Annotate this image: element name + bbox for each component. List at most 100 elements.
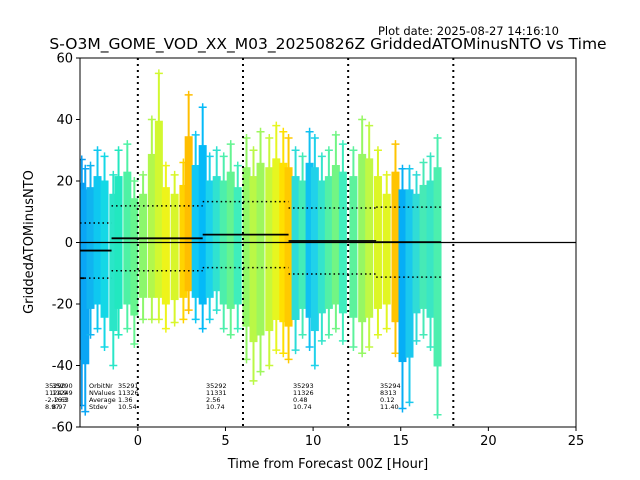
scan-line-dense-band — [179, 184, 188, 298]
scatter-point — [184, 90, 193, 99]
scan-line-dense-band — [81, 189, 90, 365]
scatter-point — [212, 146, 221, 155]
scatter-point — [412, 170, 421, 179]
orbit-stat-orbit: 35291 — [118, 382, 139, 390]
scan-line-dense-band — [272, 158, 281, 320]
scatter-point — [109, 361, 118, 370]
scatter-point — [391, 349, 400, 358]
partial-stat-tail-2: 3 — [63, 396, 67, 404]
scatter-point — [284, 133, 293, 142]
orbit-stat-orbit: 35292 — [206, 382, 227, 390]
scatter-point — [154, 69, 163, 78]
scatter-point — [426, 152, 435, 161]
scatter-point — [365, 121, 374, 130]
scatter-point — [93, 146, 102, 155]
scatter-points — [80, 69, 442, 419]
scatter-point — [198, 324, 207, 333]
orbit-stat-average: 0.48 — [293, 396, 307, 404]
scatter-point — [338, 336, 347, 345]
scatter-point — [226, 140, 235, 149]
x-tick-label: 25 — [568, 434, 585, 449]
scan-line-dense-band — [205, 180, 214, 298]
scatter-point — [219, 324, 228, 333]
scatter-point — [205, 152, 214, 161]
partial-stat-orbit: 35290 — [45, 382, 66, 390]
scan-line-dense-band — [147, 153, 156, 298]
scatter-point — [139, 315, 148, 324]
scan-line-dense-band — [191, 165, 200, 298]
scatter-point — [272, 346, 281, 355]
scatter-point — [373, 330, 382, 339]
scatter-point — [398, 404, 407, 413]
scatter-point — [279, 127, 288, 136]
scatter-point — [419, 330, 428, 339]
scatter-point — [184, 306, 193, 315]
scatter-point — [249, 146, 258, 155]
scatter-point — [310, 361, 319, 370]
scan-line-dense-band — [265, 167, 274, 332]
scatter-point — [382, 324, 391, 333]
scatter-point — [405, 164, 414, 173]
scatter-point — [305, 343, 314, 352]
scan-line-dense-band — [433, 167, 442, 367]
scatter-point — [349, 146, 358, 155]
scatter-point — [123, 324, 132, 333]
scan-line-dense-band — [412, 193, 421, 314]
chart-title: S-O3M_GOME_VOD_XX_M03_20250826Z GriddedA… — [49, 35, 606, 54]
scatter-point — [212, 306, 221, 315]
scan-line-dense-band — [291, 176, 300, 320]
scatter-point — [426, 343, 435, 352]
scan-line-dense-band — [284, 167, 293, 327]
scatter-point — [249, 376, 258, 385]
orbit-stat-average: 2.56 — [206, 396, 220, 404]
scan-line-dense-band — [331, 165, 340, 305]
scan-line-dense-band — [256, 162, 265, 336]
scan-line-dense-band — [109, 193, 118, 332]
scan-line-dense-band — [358, 153, 367, 323]
x-tick-label: 0 — [134, 434, 142, 449]
orbit-stat-orbit: 35290 — [52, 382, 73, 390]
scatter-point — [86, 330, 95, 339]
scan-line-dense-band — [170, 193, 179, 301]
scatter-point — [226, 330, 235, 339]
scatter-point — [419, 158, 428, 167]
axes: 0 5 10 15 20 25 -60 -40 -20 0 20 40 60 — [52, 52, 585, 450]
orbit-stat-stdev: 8.97 — [52, 403, 66, 411]
orbit-stat-stdev: 10.74 — [293, 403, 312, 411]
scatter-point — [358, 115, 367, 124]
scatter-point — [279, 349, 288, 358]
y-tick-label: 0 — [65, 236, 73, 251]
scatter-point — [147, 115, 156, 124]
y-tick-label: -40 — [52, 359, 73, 374]
scatter-point — [298, 152, 307, 161]
scan-line-dense-band — [349, 176, 358, 318]
scatter-point — [80, 155, 86, 164]
stat-header-stdev: Stdev — [89, 403, 108, 411]
orbit-stat-average: 1.36 — [118, 396, 132, 404]
scatter-point — [191, 315, 200, 324]
scatter-point — [405, 398, 414, 407]
orbit-stat-nvalues: 11331 — [206, 389, 227, 397]
y-tick-label: -20 — [52, 298, 73, 313]
scatter-point — [305, 127, 314, 136]
scatter-point — [93, 324, 102, 333]
orbit-stat-orbit: 35293 — [293, 382, 314, 390]
scatter-point — [284, 355, 293, 364]
scatter-point — [114, 146, 123, 155]
orbit-stat-nvalues: 11326 — [293, 389, 314, 397]
scan-line-dense-band — [398, 189, 407, 363]
scatter-point — [433, 133, 442, 142]
scatter-point — [398, 164, 407, 173]
y-tick-label: -60 — [52, 421, 73, 436]
orbit-stat-nvalues: 11326 — [118, 389, 139, 397]
orbit-stat-nvalues: 11249 — [52, 389, 73, 397]
scatter-point — [114, 330, 123, 339]
scatter-point — [265, 361, 274, 370]
y-axis-label: GriddedATOMinusNTO — [22, 170, 37, 314]
scatter-point — [382, 170, 391, 179]
scatter-point — [123, 140, 132, 149]
scatter-point — [86, 161, 95, 170]
scan-line-dense-band — [310, 167, 319, 332]
orbit-stat-orbit: 35294 — [380, 382, 401, 390]
scatter-point — [317, 152, 326, 161]
